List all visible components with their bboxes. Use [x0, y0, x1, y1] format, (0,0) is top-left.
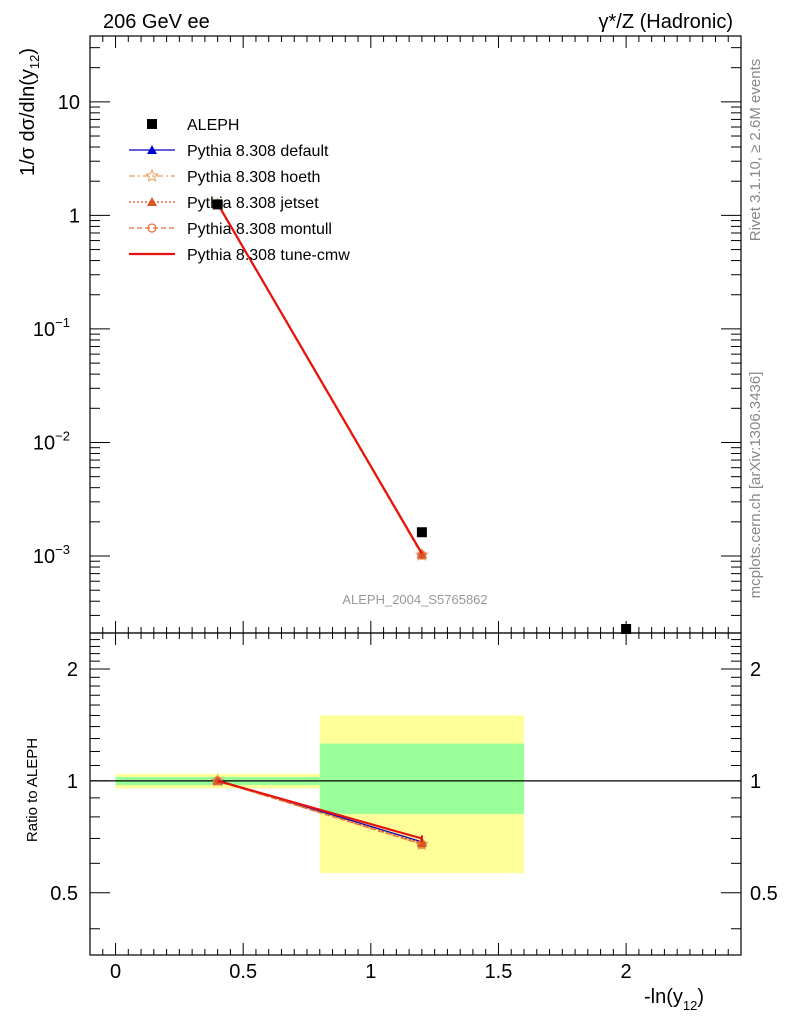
- xlabel-close: ): [697, 986, 704, 1008]
- main-ylabel-sub: 12: [27, 55, 42, 69]
- main-panel: 10 1 10−1 10−2 10−3: [33, 35, 742, 634]
- y-tick-label: 10−1: [33, 315, 70, 341]
- legend-marker-data: [147, 119, 157, 129]
- ratio-y-tick-label: 2: [67, 659, 78, 681]
- x-tick-label: 0: [110, 961, 121, 983]
- legend-label-jetset: Pythia 8.308 jetset: [187, 195, 319, 212]
- y-tick-label: 1: [69, 205, 80, 227]
- y-tick-label: 10−2: [33, 428, 70, 454]
- xlabel-text: -ln(y: [644, 986, 683, 1008]
- ratio-line-tune_cmw: [217, 779, 423, 840]
- rivet-label: Rivet 3.1.10, ≥ 2.6M events: [747, 59, 764, 242]
- analysis-id: ALEPH_2004_S5765862: [342, 592, 487, 607]
- legend-marker-jetset: [147, 197, 157, 206]
- legend-label-data: ALEPH: [187, 117, 239, 134]
- legend-label-montull: Pythia 8.308 montull: [187, 221, 332, 238]
- ratio-line-jetset: [217, 780, 423, 844]
- legend-marker-default: [147, 145, 157, 154]
- uncertainty-band-inner: [319, 743, 524, 814]
- ratio-y-tick-label-right: 0.5: [750, 883, 778, 905]
- legend-label-tune_cmw: Pythia 8.308 tune-cmw: [187, 247, 350, 264]
- main-ylabel-text: 1/σ dσ/dln(y: [17, 69, 39, 176]
- ratio-point-jetset: [416, 838, 427, 848]
- x-tick-label: 1: [365, 961, 376, 983]
- ratio-panel: 0 0.5 1 1.5 2 0.5 0.5 1 1 2 2: [50, 36, 778, 983]
- ratio-y-tick-label-right: 2: [750, 659, 761, 681]
- series-point-montull: [417, 550, 427, 560]
- x-tick-label: 0.5: [229, 961, 257, 983]
- legend: ALEPH Pythia 8.308 default Pythia 8.308 ho…: [129, 117, 350, 264]
- legend-label-hoeth: Pythia 8.308 hoeth: [187, 169, 320, 186]
- ratio-point-montull: [213, 776, 223, 786]
- ratio-y-tick-label: 0.5: [50, 883, 78, 905]
- data-point: [212, 199, 223, 210]
- legend-marker-hoeth: [145, 168, 159, 182]
- x-tick-label: 2: [621, 961, 632, 983]
- xlabel: -ln(y12): [644, 986, 704, 1013]
- x-tick-label: 1.5: [485, 961, 513, 983]
- ratio-y-tick-label: 1: [67, 771, 78, 793]
- main-ylabel: 1/σ dσ/dln(y12): [17, 48, 42, 176]
- header-right: γ*/Z (Hadronic): [599, 11, 733, 33]
- y-tick-label: 10: [58, 92, 80, 114]
- legend-label-default: Pythia 8.308 default: [187, 143, 329, 160]
- series-line-tune_cmw: [216, 203, 423, 555]
- data-point: [416, 527, 427, 538]
- legend-marker-montull: [147, 223, 157, 233]
- mcplots-label: mcplots.cern.ch [arXiv:1306.3436]: [747, 372, 764, 599]
- ratio-y-tick-label-right: 1: [750, 771, 761, 793]
- header-left: 206 GeV ee: [103, 11, 210, 33]
- ratio-ylabel: Ratio to ALEPH: [24, 738, 41, 842]
- xlabel-sub: 12: [683, 998, 697, 1013]
- main-ylabel-close: ): [17, 48, 39, 55]
- y-tick-label: 10−3: [33, 542, 70, 568]
- ratio-frame: [89, 632, 742, 956]
